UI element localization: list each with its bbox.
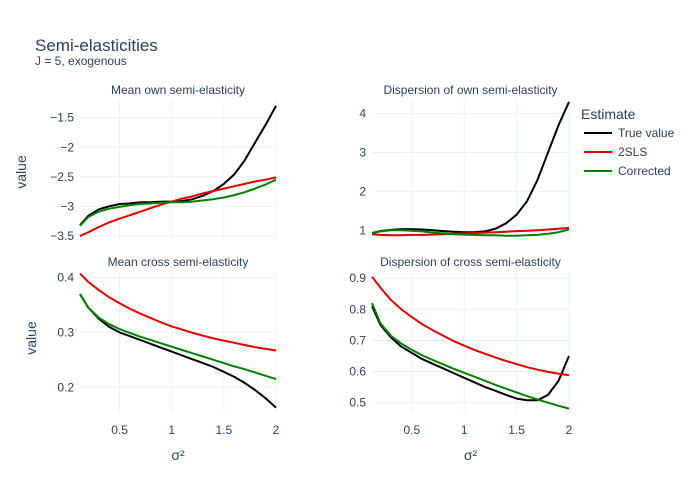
y-tick-label: 0.7: [349, 333, 366, 347]
series-line-2sls: [79, 272, 277, 352]
series-line-2sls: [79, 176, 277, 237]
x-tick-label: 2: [566, 423, 573, 437]
legend-label-true-value: True value: [618, 126, 675, 140]
x-axis-label: σ²: [171, 447, 185, 463]
y-tick-label: −2.5: [50, 170, 74, 184]
y-tick-label: 0.6: [349, 365, 366, 379]
x-tick-label: 0.5: [111, 423, 128, 437]
y-tick-label: 3: [359, 146, 366, 160]
panel-mean-own: Mean own semi-elasticity −3.5 −3 −2.5 −2 −1.5: [50, 83, 277, 243]
legend-label-2sls: 2SLS: [618, 145, 647, 159]
legend-item-true-value[interactable]: True value: [584, 126, 675, 140]
figure-title: Semi-elasticities: [35, 36, 158, 55]
panel-title: Mean cross semi-elasticity: [108, 255, 249, 269]
x-tick-label: 1.5: [216, 423, 233, 437]
x-tick-label: 2: [273, 423, 280, 437]
y-tick-label: 0.8: [349, 302, 366, 316]
y-tick-label: 2: [359, 184, 366, 198]
x-tick-label: 1: [461, 423, 468, 437]
panel-dispersion-own: Dispersion of own semi-elasticity 1 2 3 4: [359, 83, 570, 240]
y-tick-label: 1: [359, 223, 366, 237]
panel-mean-cross: Mean cross semi-elasticity 0.2 0.3 0.4 0.5 1 1…: [57, 255, 279, 463]
x-tick-label: 0.5: [403, 423, 420, 437]
series-line-corrected: [371, 228, 570, 237]
panel-title: Dispersion of own semi-elasticity: [383, 83, 557, 97]
series-line-2sls: [371, 276, 570, 377]
y-tick-label: −3.5: [50, 229, 74, 243]
y-tick-label: −2: [60, 140, 74, 154]
panel-title: Dispersion of cross semi-elasticity: [380, 255, 561, 269]
series-line-corrected: [79, 293, 277, 381]
series-line-corrected: [79, 178, 277, 227]
series-line-corrected: [371, 302, 570, 410]
legend-label-corrected: Corrected: [618, 164, 671, 178]
y-tick-label: −1.5: [50, 111, 74, 125]
series-line-true-value: [79, 105, 277, 226]
series-line-2sls: [371, 226, 570, 237]
legend-item-corrected[interactable]: Corrected: [584, 164, 671, 178]
y-tick-label: 0.2: [57, 380, 74, 394]
y-tick-label: 4: [359, 107, 366, 121]
y-tick-label: 0.3: [57, 325, 74, 339]
panel-dispersion-cross: Dispersion of cross semi-elasticity 0.5 0.…: [349, 255, 572, 463]
legend[interactable]: Estimate True value 2SLS Corrected: [581, 106, 675, 178]
x-tick-label: 1: [168, 423, 175, 437]
legend-item-2sls[interactable]: 2SLS: [584, 145, 647, 159]
y-tick-label: 0.5: [349, 396, 366, 410]
y-axis-label-bottom: value: [23, 321, 39, 355]
panel-title: Mean own semi-elasticity: [111, 83, 245, 97]
x-axis-label: σ²: [464, 447, 478, 463]
series-line-true-value: [371, 101, 570, 234]
y-tick-label: −3: [60, 199, 74, 213]
y-tick-label: 0.9: [349, 271, 366, 285]
figure-subtitle: J = 5, exogenous: [35, 54, 127, 68]
x-tick-label: 1.5: [508, 423, 525, 437]
series-line-true-value: [79, 293, 277, 409]
legend-title: Estimate: [581, 106, 636, 122]
series-line-true-value: [371, 305, 570, 402]
y-tick-label: 0.4: [57, 270, 74, 284]
y-axis-label-top: value: [13, 155, 29, 189]
